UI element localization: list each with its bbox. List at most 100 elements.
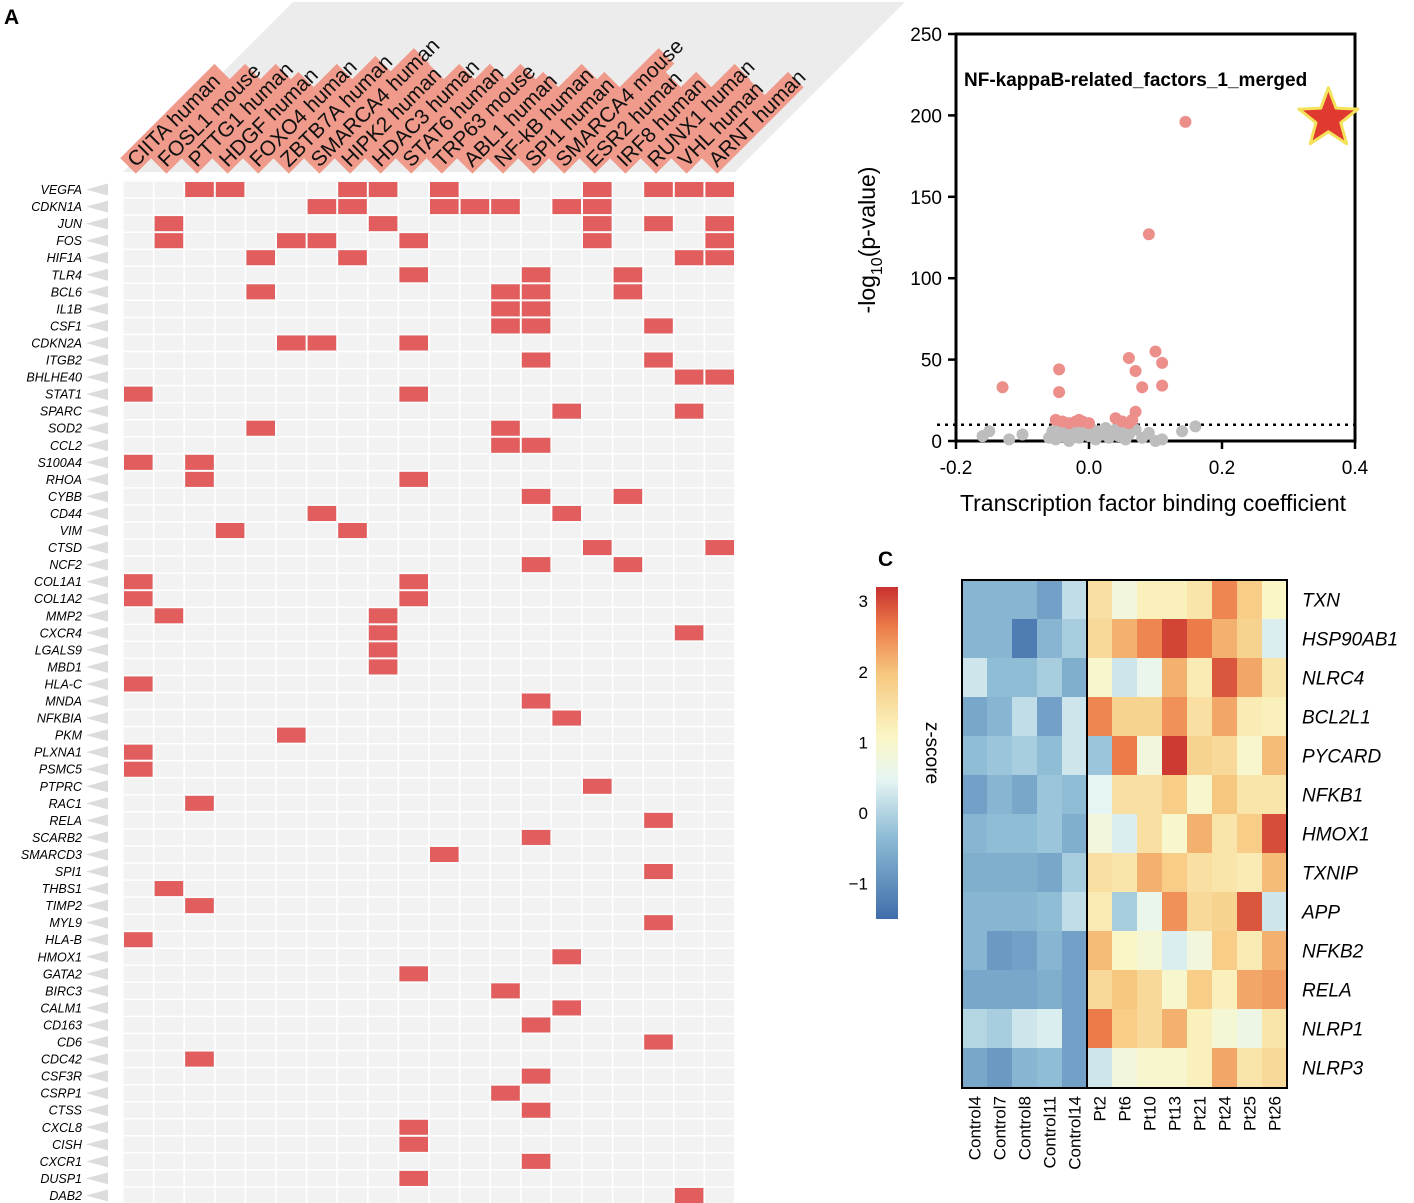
gene-label: CDC42	[41, 1053, 82, 1067]
zscore-cell	[1062, 580, 1088, 620]
zscore-cell	[1137, 931, 1163, 971]
binding-cell	[583, 199, 612, 215]
factor-header-highlight	[671, 79, 765, 174]
zscore-cell	[1087, 697, 1113, 737]
binding-cell	[124, 591, 153, 607]
zscore-cell	[1012, 1009, 1038, 1049]
zscore-cell	[987, 775, 1013, 815]
gene-label: CISH	[52, 1138, 83, 1152]
factor-header-highlight	[456, 71, 559, 174]
row-marker	[86, 1036, 108, 1049]
row-marker	[86, 200, 108, 213]
binding-cell	[552, 403, 581, 419]
gene-label: HMOX1	[38, 950, 82, 964]
binding-cell	[399, 574, 428, 590]
binding-cell	[338, 182, 367, 198]
binding-cell	[521, 352, 551, 368]
zscore-cell	[1037, 931, 1063, 971]
zscore-cell	[1237, 931, 1263, 971]
binding-cell	[307, 505, 337, 521]
zscore-cell	[1037, 736, 1063, 776]
binding-cell	[552, 505, 581, 521]
zscore-cell	[1262, 892, 1288, 932]
gene-label: CYBB	[48, 490, 82, 504]
zscore-cell	[1137, 697, 1163, 737]
zscore-cell	[1087, 931, 1113, 971]
zscore-cell	[1137, 970, 1163, 1010]
column-label: Pt13	[1166, 1096, 1185, 1131]
zscore-cell	[987, 697, 1013, 737]
zscore-cell	[1087, 892, 1113, 932]
zscore-cell	[1262, 853, 1288, 893]
row-marker	[86, 251, 108, 264]
binding-cell	[124, 761, 153, 777]
binding-cell	[185, 1051, 214, 1067]
gene-label: CXCL8	[42, 1121, 82, 1135]
y-axis-title-main: -log	[854, 275, 880, 313]
binding-cell	[399, 966, 428, 982]
binding-cell	[246, 420, 275, 436]
point-nonsignificant	[1142, 426, 1155, 439]
row-marker	[86, 1172, 108, 1185]
gene-label-group: VEGFA CDKN1A JUN FOS HIF1A TLR4 BCL6 IL1B CSF1 CD…	[21, 183, 108, 1203]
binding-cell	[521, 318, 551, 334]
column-label: Pt25	[1241, 1096, 1260, 1131]
factor-header-highlight	[518, 71, 620, 174]
y-axis-title: -log10(p-value)	[854, 167, 886, 314]
gene-label: BCL6	[51, 285, 82, 299]
zscore-cell	[1062, 697, 1088, 737]
binding-cell	[399, 335, 428, 351]
zscore-cell	[1187, 1048, 1213, 1088]
row-marker	[86, 285, 108, 298]
zscore-cell	[1037, 775, 1063, 815]
zscore-cell	[1037, 697, 1063, 737]
gene-label: RELA	[49, 814, 82, 828]
binding-cell	[307, 233, 337, 249]
gene-label: CD44	[50, 507, 82, 521]
binding-cell	[583, 540, 612, 556]
gene-label: IL1B	[56, 302, 82, 316]
gene-label: HIF1A	[47, 251, 82, 265]
row-marker	[86, 831, 108, 844]
zscore-cell	[1262, 1048, 1288, 1088]
binding-cell	[613, 488, 643, 504]
point-significant	[1053, 386, 1066, 399]
zscore-cell	[1237, 814, 1263, 854]
zscore-cell	[1062, 853, 1088, 893]
binding-cell	[521, 284, 551, 300]
binding-cell	[583, 182, 612, 198]
row-marker	[86, 354, 108, 367]
binding-cell	[644, 812, 673, 828]
binding-cell	[430, 182, 459, 198]
y-tick-label: 0	[931, 432, 942, 453]
colorbar-ticks: 3 2 1 0 −1	[849, 592, 868, 894]
binding-cell	[552, 710, 581, 726]
zscore-cell	[962, 931, 988, 971]
row-marker	[86, 763, 108, 776]
row-label: BCL2L1	[1302, 708, 1371, 729]
colorbar-tick-label: −1	[849, 875, 868, 894]
zscore-cell	[1112, 736, 1138, 776]
y-axis-title-tail: (p-value)	[854, 167, 880, 258]
gene-label: MBD1	[47, 660, 82, 674]
binding-cell	[674, 369, 704, 385]
binding-cell	[368, 625, 398, 641]
row-marker	[86, 473, 108, 486]
zscore-cell	[962, 736, 988, 776]
gene-label: NCF2	[49, 558, 82, 572]
zscore-cell	[1037, 658, 1063, 698]
gene-label: VEGFA	[41, 183, 82, 197]
row-marker	[86, 1087, 108, 1100]
zscore-cell	[1187, 892, 1213, 932]
column-label: Control4	[966, 1096, 985, 1160]
factor-header-highlight	[273, 55, 391, 174]
factor-header-highlight	[365, 63, 475, 174]
zscore-cell	[1162, 853, 1188, 893]
zscore-cell	[1037, 814, 1063, 854]
gene-label: CSF1	[50, 319, 82, 333]
column-label: Pt2	[1091, 1096, 1110, 1122]
binding-cell	[399, 1136, 428, 1152]
factor-header-highlight	[181, 63, 292, 174]
row-marker	[86, 422, 108, 435]
